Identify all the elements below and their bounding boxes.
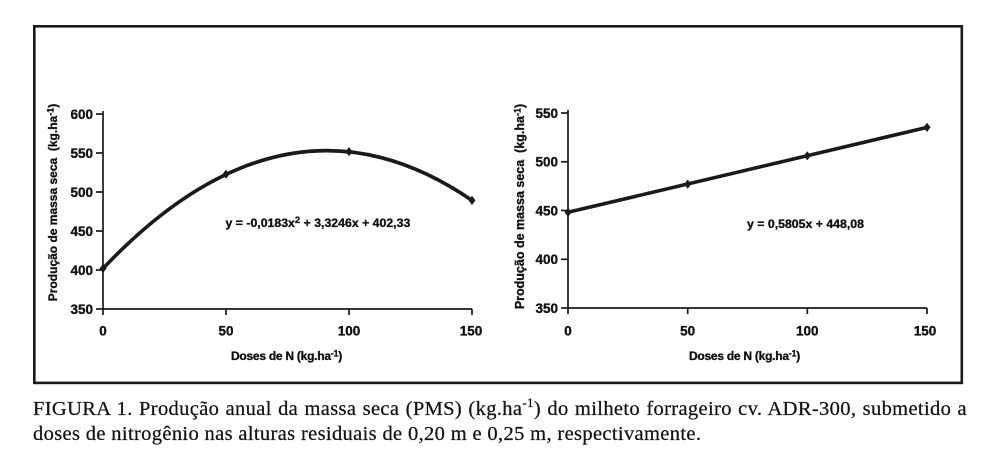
svg-text:y = 0,5805x + 448,08: y = 0,5805x + 448,08 — [747, 217, 864, 231]
svg-text:400: 400 — [535, 252, 558, 267]
svg-text:500: 500 — [70, 185, 93, 200]
svg-text:500: 500 — [535, 155, 558, 170]
svg-text:550: 550 — [70, 146, 93, 161]
svg-text:450: 450 — [70, 224, 93, 239]
svg-text:50: 50 — [218, 324, 233, 339]
svg-text:y = -0,0183x2 + 3,3246x + 402,: y = -0,0183x2 + 3,3246x + 402,33 — [226, 215, 411, 230]
svg-text:350: 350 — [535, 301, 558, 316]
svg-text:350: 350 — [70, 302, 93, 317]
svg-text:0: 0 — [564, 324, 572, 339]
svg-text:550: 550 — [535, 106, 558, 121]
svg-text:Produção de massa seca (kg.ha: Produção de massa seca (kg.ha-1) — [513, 104, 528, 309]
svg-text:Produção de massa seca (kg.ha: Produção de massa seca (kg.ha-1) — [46, 104, 61, 301]
svg-text:450: 450 — [535, 203, 558, 218]
svg-text:400: 400 — [70, 263, 93, 278]
svg-text:150: 150 — [914, 324, 937, 339]
svg-text:600: 600 — [70, 107, 93, 122]
svg-text:100: 100 — [338, 324, 361, 339]
svg-text:50: 50 — [680, 324, 695, 339]
svg-text:150: 150 — [460, 324, 483, 339]
svg-text:Doses de N (kg.ha-1): Doses de N (kg.ha-1) — [689, 349, 800, 364]
svg-text:100: 100 — [796, 324, 819, 339]
svg-text:0: 0 — [99, 324, 107, 339]
svg-text:Doses de N (kg.ha-1): Doses de N (kg.ha-1) — [231, 349, 342, 364]
